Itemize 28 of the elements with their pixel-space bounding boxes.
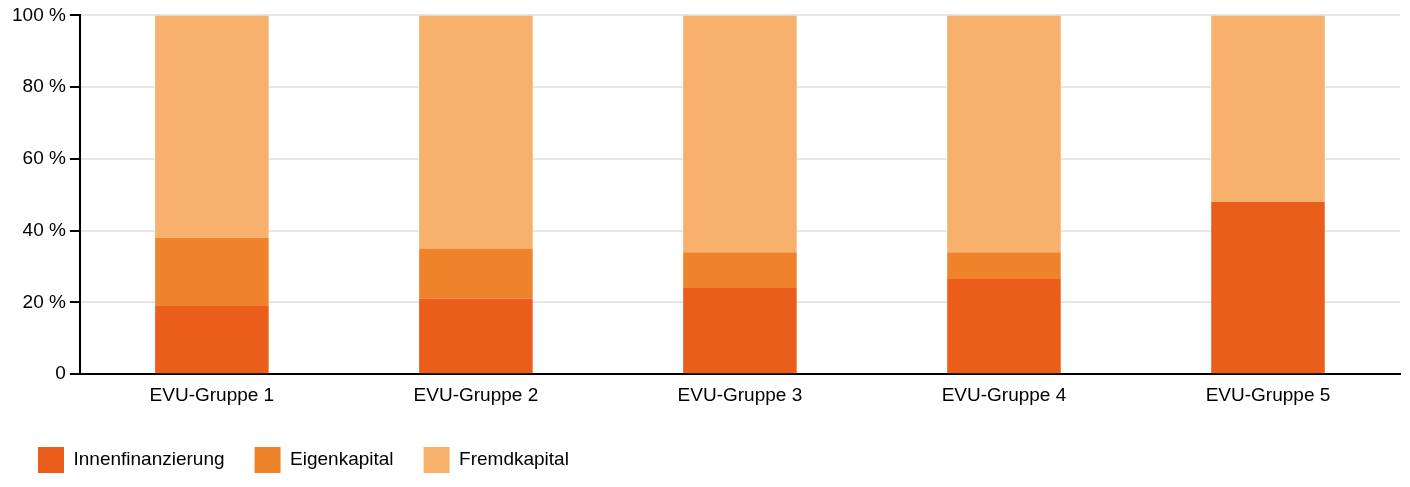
legend-label: Innenfinanzierung — [73, 448, 225, 470]
legend-label: Fremdkapital — [459, 448, 569, 470]
y-tick-label: 100 % — [12, 3, 66, 25]
y-tick-label: 80 % — [22, 75, 66, 97]
bar — [155, 237, 269, 307]
bar — [1211, 15, 1325, 202]
x-tick-label: EVU-Gruppe 5 — [1205, 383, 1331, 405]
bar — [947, 15, 1061, 253]
bar — [683, 252, 797, 289]
y-tick-label: 20 % — [22, 290, 66, 312]
bar — [419, 248, 533, 299]
bar — [1211, 201, 1325, 374]
y-tick-label: 0 — [55, 362, 66, 384]
bar — [683, 15, 797, 253]
bar — [419, 298, 533, 374]
y-tick-label: 60 % — [22, 147, 66, 169]
bar — [419, 15, 533, 249]
bar — [683, 288, 797, 374]
x-tick-label: EVU-Gruppe 4 — [941, 383, 1067, 405]
x-tick-label: EVU-Gruppe 2 — [413, 383, 539, 405]
legend-label: Eigenkapital — [290, 448, 394, 470]
bar — [155, 306, 269, 374]
y-tick-label: 40 % — [22, 218, 66, 240]
x-tick-label: EVU-Gruppe 3 — [677, 383, 803, 405]
x-tick-label: EVU-Gruppe 1 — [149, 383, 275, 405]
bar — [947, 279, 1061, 374]
bar — [155, 15, 269, 238]
bar — [947, 252, 1061, 280]
